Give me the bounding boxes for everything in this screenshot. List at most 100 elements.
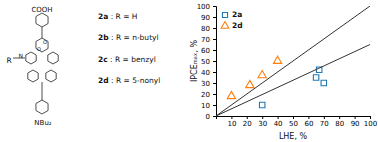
tick: 80 xyxy=(201,25,216,33)
marks xyxy=(216,6,370,116)
y-axis: 0 10 20 30 40 50 60 70 80 90 100 xyxy=(197,3,217,121)
tick: 60 xyxy=(304,116,313,128)
tick-mark xyxy=(370,116,371,119)
structure-panel: COOHNOORNBu₂2a : R = H2b : R = n-butyl2c… xyxy=(6,6,160,127)
tick: 50 xyxy=(289,116,298,128)
legend-label: 2a xyxy=(232,10,242,19)
tick-label: 20 xyxy=(243,120,252,128)
point xyxy=(246,80,254,87)
tick: 60 xyxy=(201,47,216,55)
tick: 50 xyxy=(201,58,216,66)
tick-mark xyxy=(213,17,216,18)
tick-label: 10 xyxy=(201,102,210,110)
trend-line xyxy=(216,6,370,116)
tick: 80 xyxy=(335,116,344,128)
tick-mark xyxy=(262,116,263,119)
tick: 100 xyxy=(364,116,377,128)
plot: 10 20 30 40 50 60 70 80 90 100 0 10 20 30 40 50 60 70 80 90… xyxy=(190,3,377,141)
tick-mark xyxy=(355,116,356,119)
tick: 20 xyxy=(201,91,216,99)
tick-mark xyxy=(308,116,309,119)
tick-mark xyxy=(213,105,216,106)
structure-label: O xyxy=(43,39,47,45)
structure-bond xyxy=(42,27,43,38)
compound-label: 2d : R = 5-nonyl xyxy=(98,76,160,85)
tick-label: 40 xyxy=(274,120,283,128)
tick: 70 xyxy=(201,36,216,44)
tick-mark xyxy=(213,6,216,7)
tick-mark xyxy=(213,50,216,51)
tick-label: 0 xyxy=(206,113,210,121)
structure-bond xyxy=(42,82,43,100)
tick-label: 60 xyxy=(304,120,313,128)
tick: 20 xyxy=(243,116,252,128)
legend-symbol xyxy=(222,12,227,17)
tick-mark xyxy=(247,116,248,119)
tick-mark xyxy=(213,72,216,73)
legend-item: 2d xyxy=(221,21,242,30)
tick: 40 xyxy=(201,69,216,77)
tick: 30 xyxy=(258,116,267,128)
tick-label: 10 xyxy=(227,120,236,128)
structure-label: NBu₂ xyxy=(34,119,51,127)
tick: 10 xyxy=(201,102,216,110)
tick-mark xyxy=(213,94,216,95)
tick: 90 xyxy=(201,14,216,22)
structure-label: O xyxy=(37,46,41,52)
structure-ring xyxy=(36,38,48,52)
tick: 0 xyxy=(206,113,216,121)
tick-label: 100 xyxy=(197,3,210,11)
x-axis-title: LHE, % xyxy=(279,132,308,141)
tick: 40 xyxy=(274,116,283,128)
structure-ring xyxy=(46,70,56,82)
point xyxy=(321,80,326,85)
tick-label: 70 xyxy=(320,120,329,128)
structure-label: COOH xyxy=(31,6,52,14)
tick-label: 30 xyxy=(201,80,210,88)
tick-label: 50 xyxy=(289,120,298,128)
structure-label: N xyxy=(19,52,24,59)
structure-ring xyxy=(36,13,48,27)
tick: 90 xyxy=(351,116,360,128)
point xyxy=(313,75,318,80)
legend-label: 2d xyxy=(232,21,243,30)
structure-ring xyxy=(26,52,36,64)
structure-ring xyxy=(48,52,58,64)
tick-label: 80 xyxy=(201,25,210,33)
tick-label: 90 xyxy=(351,120,360,128)
tick-label: 60 xyxy=(201,47,210,55)
point xyxy=(259,102,264,107)
tick-label: 50 xyxy=(201,58,210,66)
y-axis-title: IPCEₘₐₓ, % xyxy=(190,40,199,83)
structure-ring xyxy=(36,100,48,114)
x-axis: 10 20 30 40 50 60 70 80 90 100 xyxy=(217,116,378,128)
tick-mark xyxy=(213,28,216,29)
point xyxy=(227,91,235,98)
structure-label: R xyxy=(6,56,11,65)
tick-mark xyxy=(339,116,340,119)
tick-mark xyxy=(213,116,216,117)
point xyxy=(273,56,281,63)
tick: 30 xyxy=(201,80,216,88)
trend-line xyxy=(216,45,370,117)
tick-mark xyxy=(231,116,232,119)
tick-mark xyxy=(293,116,294,119)
compound-label: 2b : R = n-butyl xyxy=(98,33,159,42)
tick-mark xyxy=(213,61,216,62)
structure-ring xyxy=(28,70,38,82)
tick: 70 xyxy=(320,116,329,128)
legend-item: 2a xyxy=(222,10,242,19)
tick-label: 80 xyxy=(335,120,344,128)
tick-label: 70 xyxy=(201,36,210,44)
tick-label: 30 xyxy=(258,120,267,128)
tick-mark xyxy=(213,83,216,84)
tick-label: 100 xyxy=(364,120,377,128)
tick-label: 40 xyxy=(201,69,210,77)
legend: 2a2d xyxy=(221,10,242,30)
axis-line xyxy=(213,7,217,117)
tick-label: 90 xyxy=(201,14,210,22)
point xyxy=(258,70,266,77)
tick: 100 xyxy=(197,3,216,11)
tick-mark xyxy=(278,116,279,119)
compound-label: 2c : R = benzyl xyxy=(98,55,156,64)
